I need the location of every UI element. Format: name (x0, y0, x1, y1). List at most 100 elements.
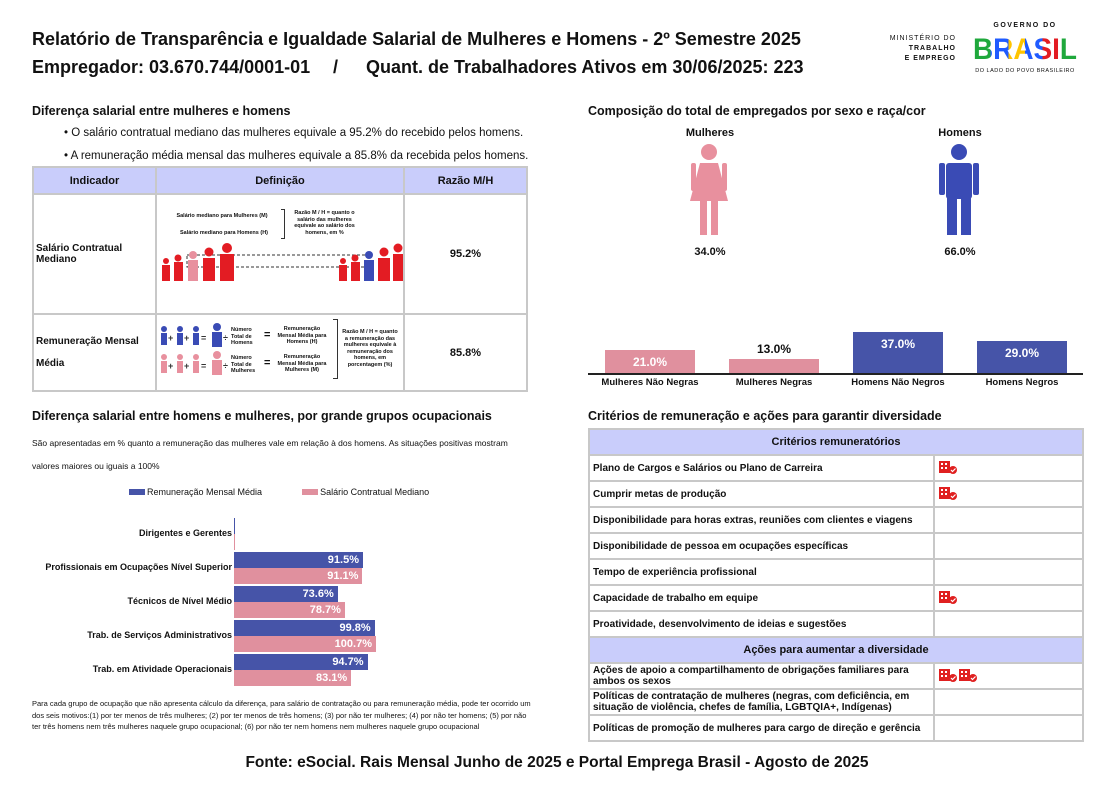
salary-diff-title: Diferença salarial entre mulheres e home… (32, 104, 291, 118)
def-text: Razão M / H = quanto o salário das mulhe… (294, 210, 355, 236)
criteria-icon-cell (933, 454, 1084, 482)
bar-salario: 91.1% (234, 568, 363, 584)
bar-remuneracao: 73.6% (234, 586, 338, 602)
svg-text:=: = (201, 361, 206, 371)
people-pictogram-icon (162, 243, 403, 281)
bar-3 (977, 341, 1067, 373)
criteria-row: Tempo de experiência profissional (588, 558, 1084, 586)
criteria-label: Capacidade de trabalho em equipe (588, 584, 935, 612)
indicator-name: Salário Contratual Mediano (32, 193, 157, 315)
logo-text: DO LADO DO POVO BRASILEIRO (975, 68, 1075, 74)
woman-icon (690, 144, 728, 235)
section-header: Ações para aumentar a diversidade (588, 636, 1084, 664)
svg-text:+: + (184, 333, 189, 343)
criteria-icon-cell (933, 584, 1084, 612)
legend-swatch (129, 489, 145, 495)
category-label: Trab. em Atividade Operacionais (92, 664, 232, 674)
ratio-value: 95.2% (403, 193, 528, 315)
bar-remuneracao (234, 518, 235, 534)
category-label: Mulheres Negras (735, 377, 813, 388)
criteria-label: Ações de apoio a compartilhamento de obr… (588, 662, 935, 690)
company-check-icon (939, 486, 957, 500)
def-text: Remuneração Mensal Média para Mulheres (… (277, 354, 327, 374)
category-label: Trab. de Serviços Administrativos (87, 630, 232, 640)
criteria-table: Critérios remuneratórios Plano de Cargos … (588, 428, 1084, 742)
report-title: Relatório de Transparência e Igualdade S… (32, 29, 801, 49)
bullet: • A remuneração média mensal das mulhere… (64, 150, 529, 162)
criteria-label: Disponibilidade de pessoa em ocupações e… (588, 532, 935, 560)
bullet: • O salário contratual mediano das mulhe… (64, 127, 524, 139)
bar-remuneracao: 94.7% (234, 654, 368, 670)
indicator-line: Média (36, 357, 65, 369)
criteria-row: Proatividade, desenvolvimento de ideias … (588, 610, 1084, 638)
occ-subtitle: São apresentadas em % quanto a remuneraç… (32, 438, 508, 471)
legend: Remuneração Mensal Média Salário Contrat… (129, 487, 429, 497)
col-header: Indicador (32, 166, 157, 195)
active-workers: Quant. de Trabalhadores Ativos em 30/06/… (366, 57, 804, 77)
men-pct: 66.0% (944, 246, 976, 258)
bar-remuneracao: 99.8% (234, 620, 375, 636)
separator: / (333, 57, 339, 77)
company-check-icon (959, 668, 977, 682)
criteria-label: Disponibilidade para horas extras, reuni… (588, 506, 935, 534)
legend-label: Salário Contratual Mediano (320, 487, 430, 497)
criteria-title: Critérios de remuneração e ações para ga… (588, 409, 942, 423)
criteria-icon-cell (933, 558, 1084, 586)
bar-salario: 78.7% (234, 602, 345, 618)
men-label: Homens (938, 127, 982, 139)
criteria-icon-cell (933, 532, 1084, 560)
category-label: Dirigentes e Gerentes (138, 528, 232, 538)
criteria-label: Políticas de contratação de mulheres (ne… (588, 688, 935, 716)
indicator-line: Remuneração Mensal (36, 335, 139, 347)
company-check-icon (939, 460, 957, 474)
criteria-icon-cell (933, 714, 1084, 742)
category-label: Mulheres Não Negras (601, 377, 699, 388)
legend-item: Salário Contratual Mediano (302, 487, 429, 497)
bar-value-label: 13.0% (756, 341, 792, 356)
women-pct: 34.0% (694, 246, 726, 258)
svg-text:+: + (184, 361, 189, 371)
bar-0 (605, 349, 695, 373)
ministry-line: E EMPREGO (904, 55, 956, 62)
criteria-row: Plano de Cargos e Salários ou Plano de C… (588, 454, 1084, 482)
category-label: Profissionais em Ocupações Nível Superio… (45, 562, 232, 572)
ministry-line: TRABALHO (908, 45, 956, 52)
bar-value-label: 21.0% (632, 354, 668, 369)
bar-salario (234, 534, 235, 550)
svg-text:=: = (201, 333, 206, 343)
criteria-row: Políticas de promoção de mulheres para c… (588, 714, 1084, 742)
section-header-label: Ações para aumentar a diversidade (588, 636, 1084, 664)
col-header: Razão M/H (403, 166, 528, 195)
criteria-row: Ações de apoio a compartilhamento de obr… (588, 662, 1084, 690)
employer-id: Empregador: 03.670.744/0001-01 (32, 57, 311, 77)
occ-title: Diferença salarial entre homens e mulher… (32, 409, 492, 423)
criteria-label: Tempo de experiência profissional (588, 558, 935, 586)
legend-label: Remuneração Mensal Média (147, 487, 263, 497)
definition-median: Salário mediano para Mulheres (M) Salári… (155, 193, 405, 315)
criteria-row: Políticas de contratação de mulheres (ne… (588, 688, 1084, 716)
company-check-icon (939, 668, 957, 682)
gov-brasil-logo: GOVERNO DO BRASIL DO LADO DO POVO BRASIL… (970, 22, 1080, 74)
brasil-wordmark-text: BRASIL (973, 33, 1077, 63)
def-text: Número Total de Mulheres (231, 355, 256, 375)
criteria-icon-cell (933, 506, 1084, 534)
company-check-icon (939, 590, 957, 604)
indicator-name: Remuneração Mensal Média (32, 313, 157, 392)
composition-title: Composição do total de empregados por se… (588, 104, 926, 118)
table-row: Remuneração Mensal Média + + = ÷ + + = ÷ Número … (32, 313, 528, 392)
def-text: Número Total de Homens (231, 327, 253, 347)
col-header: Definição (155, 166, 405, 195)
bar-salario: 83.1% (234, 670, 352, 686)
criteria-label: Cumprir metas de produção (588, 480, 935, 508)
criteria-label: Políticas de promoção de mulheres para c… (588, 714, 935, 742)
bar-remuneracao: 91.5% (234, 552, 363, 568)
criteria-label: Proatividade, desenvolvimento de ideias … (588, 610, 935, 638)
ratio-value: 85.8% (403, 313, 528, 392)
category-label: Homens Negros (985, 377, 1059, 388)
women-label: Mulheres (685, 127, 735, 139)
bar-salario: 100.7% (234, 636, 376, 652)
man-icon (939, 144, 979, 235)
def-text: Remuneração Mensal Média para Homens (H) (277, 326, 327, 346)
def-text: Salário mediano para Homens (H) (179, 230, 269, 236)
svg-text:+: + (168, 333, 173, 343)
